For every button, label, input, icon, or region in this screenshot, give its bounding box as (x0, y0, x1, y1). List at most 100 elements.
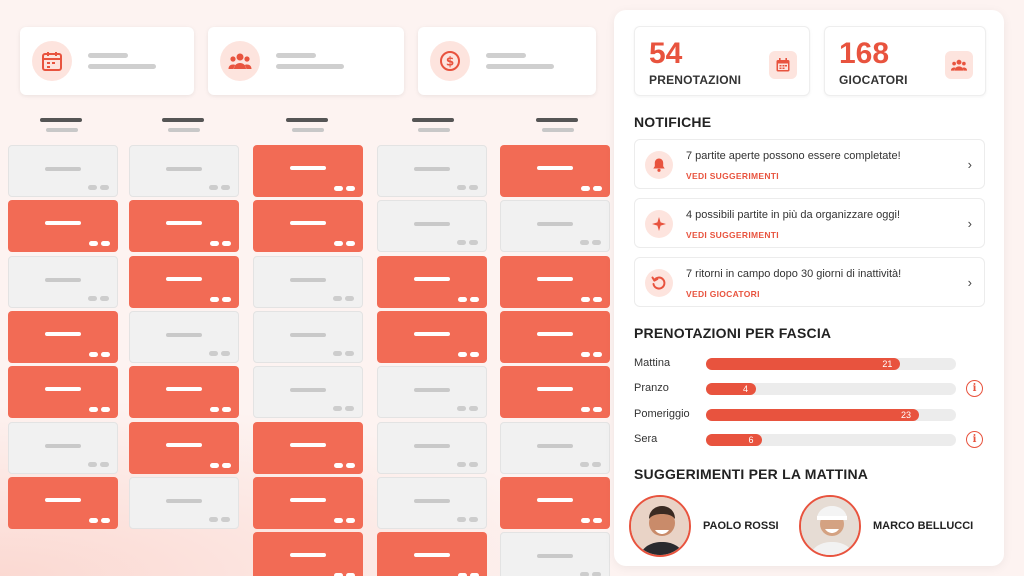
booking-track: 6 (706, 434, 956, 446)
suggested-player[interactable]: PAOLO ROSSI (629, 494, 779, 558)
slot-free[interactable] (500, 422, 610, 474)
booking-bar: 6 (706, 434, 762, 446)
notification-text: 7 partite aperte possono essere completa… (686, 150, 901, 162)
slot-booked[interactable] (8, 477, 118, 529)
bookings-title: PRENOTAZIONI PER FASCIA (634, 325, 832, 341)
calendar-icon (32, 41, 72, 81)
kpi-value: 168 (839, 37, 890, 70)
slot-free[interactable] (8, 422, 118, 474)
kpi-label: GIOCATORI (839, 73, 908, 87)
info-icon[interactable]: i (966, 380, 983, 397)
booking-bar: 21 (706, 358, 901, 370)
stat-placeholder (88, 53, 156, 69)
calendar-icon (769, 51, 797, 79)
booking-value: 21 (882, 359, 893, 369)
slot-free[interactable] (129, 477, 239, 529)
notification-item[interactable]: 7 ritorni in campo dopo 30 giorni di ina… (634, 257, 985, 307)
slot-free[interactable] (377, 422, 487, 474)
notification-link[interactable]: VEDI SUGGERIMENTI (686, 230, 779, 240)
slot-free[interactable] (377, 145, 487, 197)
slot-booked[interactable] (129, 422, 239, 474)
slot-free[interactable] (253, 256, 363, 308)
booking-bar: 4 (706, 383, 756, 395)
slot-free[interactable] (8, 145, 118, 197)
slot-booked[interactable] (129, 200, 239, 252)
sparkle-icon (645, 210, 673, 238)
slot-free[interactable] (253, 366, 363, 418)
avatar (629, 495, 691, 557)
booking-label: Pomeriggio (634, 408, 690, 420)
slot-booked[interactable] (8, 311, 118, 363)
booking-track: 21 (706, 358, 956, 370)
slot-free[interactable] (500, 532, 610, 576)
booking-value: 6 (748, 435, 754, 445)
slot-booked[interactable] (129, 366, 239, 418)
kpi-label: PRENOTAZIONI (649, 73, 742, 87)
booking-label: Mattina (634, 357, 671, 369)
slot-booked[interactable] (500, 256, 610, 308)
stat-placeholder (276, 53, 344, 69)
slot-booked[interactable] (500, 477, 610, 529)
refresh-icon (645, 269, 673, 297)
slot-booked[interactable] (253, 532, 363, 576)
stat-card-revenue[interactable]: $ (418, 27, 596, 95)
player-name: PAOLO ROSSI (703, 520, 779, 532)
booking-track: 23 (706, 409, 956, 421)
booking-row: Mattina 21 (634, 355, 984, 373)
slot-booked[interactable] (377, 532, 487, 576)
slot-free[interactable] (129, 311, 239, 363)
column-header (286, 118, 330, 132)
users-icon (945, 51, 973, 79)
dollar-icon: $ (430, 41, 470, 81)
slot-booked[interactable] (253, 145, 363, 197)
slot-free[interactable] (253, 311, 363, 363)
notification-link[interactable]: VEDI SUGGERIMENTI (686, 171, 779, 181)
slot-free[interactable] (8, 256, 118, 308)
player-name: MARCO BELLUCCI (873, 520, 974, 532)
column-header (162, 118, 206, 132)
chevron-right-icon[interactable]: › (967, 157, 972, 172)
chevron-right-icon[interactable]: › (967, 275, 972, 290)
booking-row: Pomeriggio 23 (634, 406, 984, 424)
slot-booked[interactable] (253, 422, 363, 474)
slot-free[interactable] (377, 366, 487, 418)
notification-item[interactable]: 4 possibili partite in più da organizzar… (634, 198, 985, 248)
notification-text: 4 possibili partite in più da organizzar… (686, 209, 901, 221)
slot-booked[interactable] (377, 311, 487, 363)
kpi-value: 54 (649, 37, 683, 70)
notification-item[interactable]: 7 partite aperte possono essere completa… (634, 139, 985, 189)
stat-placeholder (486, 53, 554, 69)
notification-text: 7 ritorni in campo dopo 30 giorni di ina… (686, 268, 902, 280)
slot-booked[interactable] (253, 200, 363, 252)
suggested-player[interactable]: MARCO BELLUCCI (799, 494, 973, 558)
kpi-bookings[interactable]: 54 PRENOTAZIONI (634, 26, 810, 96)
notifications-title: NOTIFICHE (634, 114, 712, 130)
booking-track: 4 (706, 383, 956, 395)
slot-booked[interactable] (129, 256, 239, 308)
info-icon[interactable]: i (966, 431, 983, 448)
booking-value: 23 (900, 410, 911, 420)
booking-label: Sera (634, 433, 658, 445)
svg-text:$: $ (446, 55, 454, 69)
slot-free[interactable] (377, 477, 487, 529)
users-icon (220, 41, 260, 81)
booking-label: Pranzo (634, 382, 669, 394)
slot-free[interactable] (377, 200, 487, 252)
slot-free[interactable] (500, 200, 610, 252)
slot-booked[interactable] (500, 145, 610, 197)
slot-booked[interactable] (500, 311, 610, 363)
slot-booked[interactable] (8, 366, 118, 418)
chevron-right-icon[interactable]: › (967, 216, 972, 231)
summary-panel: 54 PRENOTAZIONI 168 GIOCATORI NOTIFICHE … (614, 10, 1004, 566)
slot-free[interactable] (129, 145, 239, 197)
slot-booked[interactable] (253, 477, 363, 529)
slot-booked[interactable] (500, 366, 610, 418)
kpi-players[interactable]: 168 GIOCATORI (824, 26, 986, 96)
stat-card-users[interactable] (208, 27, 404, 95)
column-header (412, 118, 456, 132)
slot-booked[interactable] (377, 256, 487, 308)
booking-row: Sera 6 i (634, 431, 984, 449)
notification-link[interactable]: VEDI GIOCATORI (686, 289, 760, 299)
slot-booked[interactable] (8, 200, 118, 252)
stat-card-calendar[interactable] (20, 27, 194, 95)
